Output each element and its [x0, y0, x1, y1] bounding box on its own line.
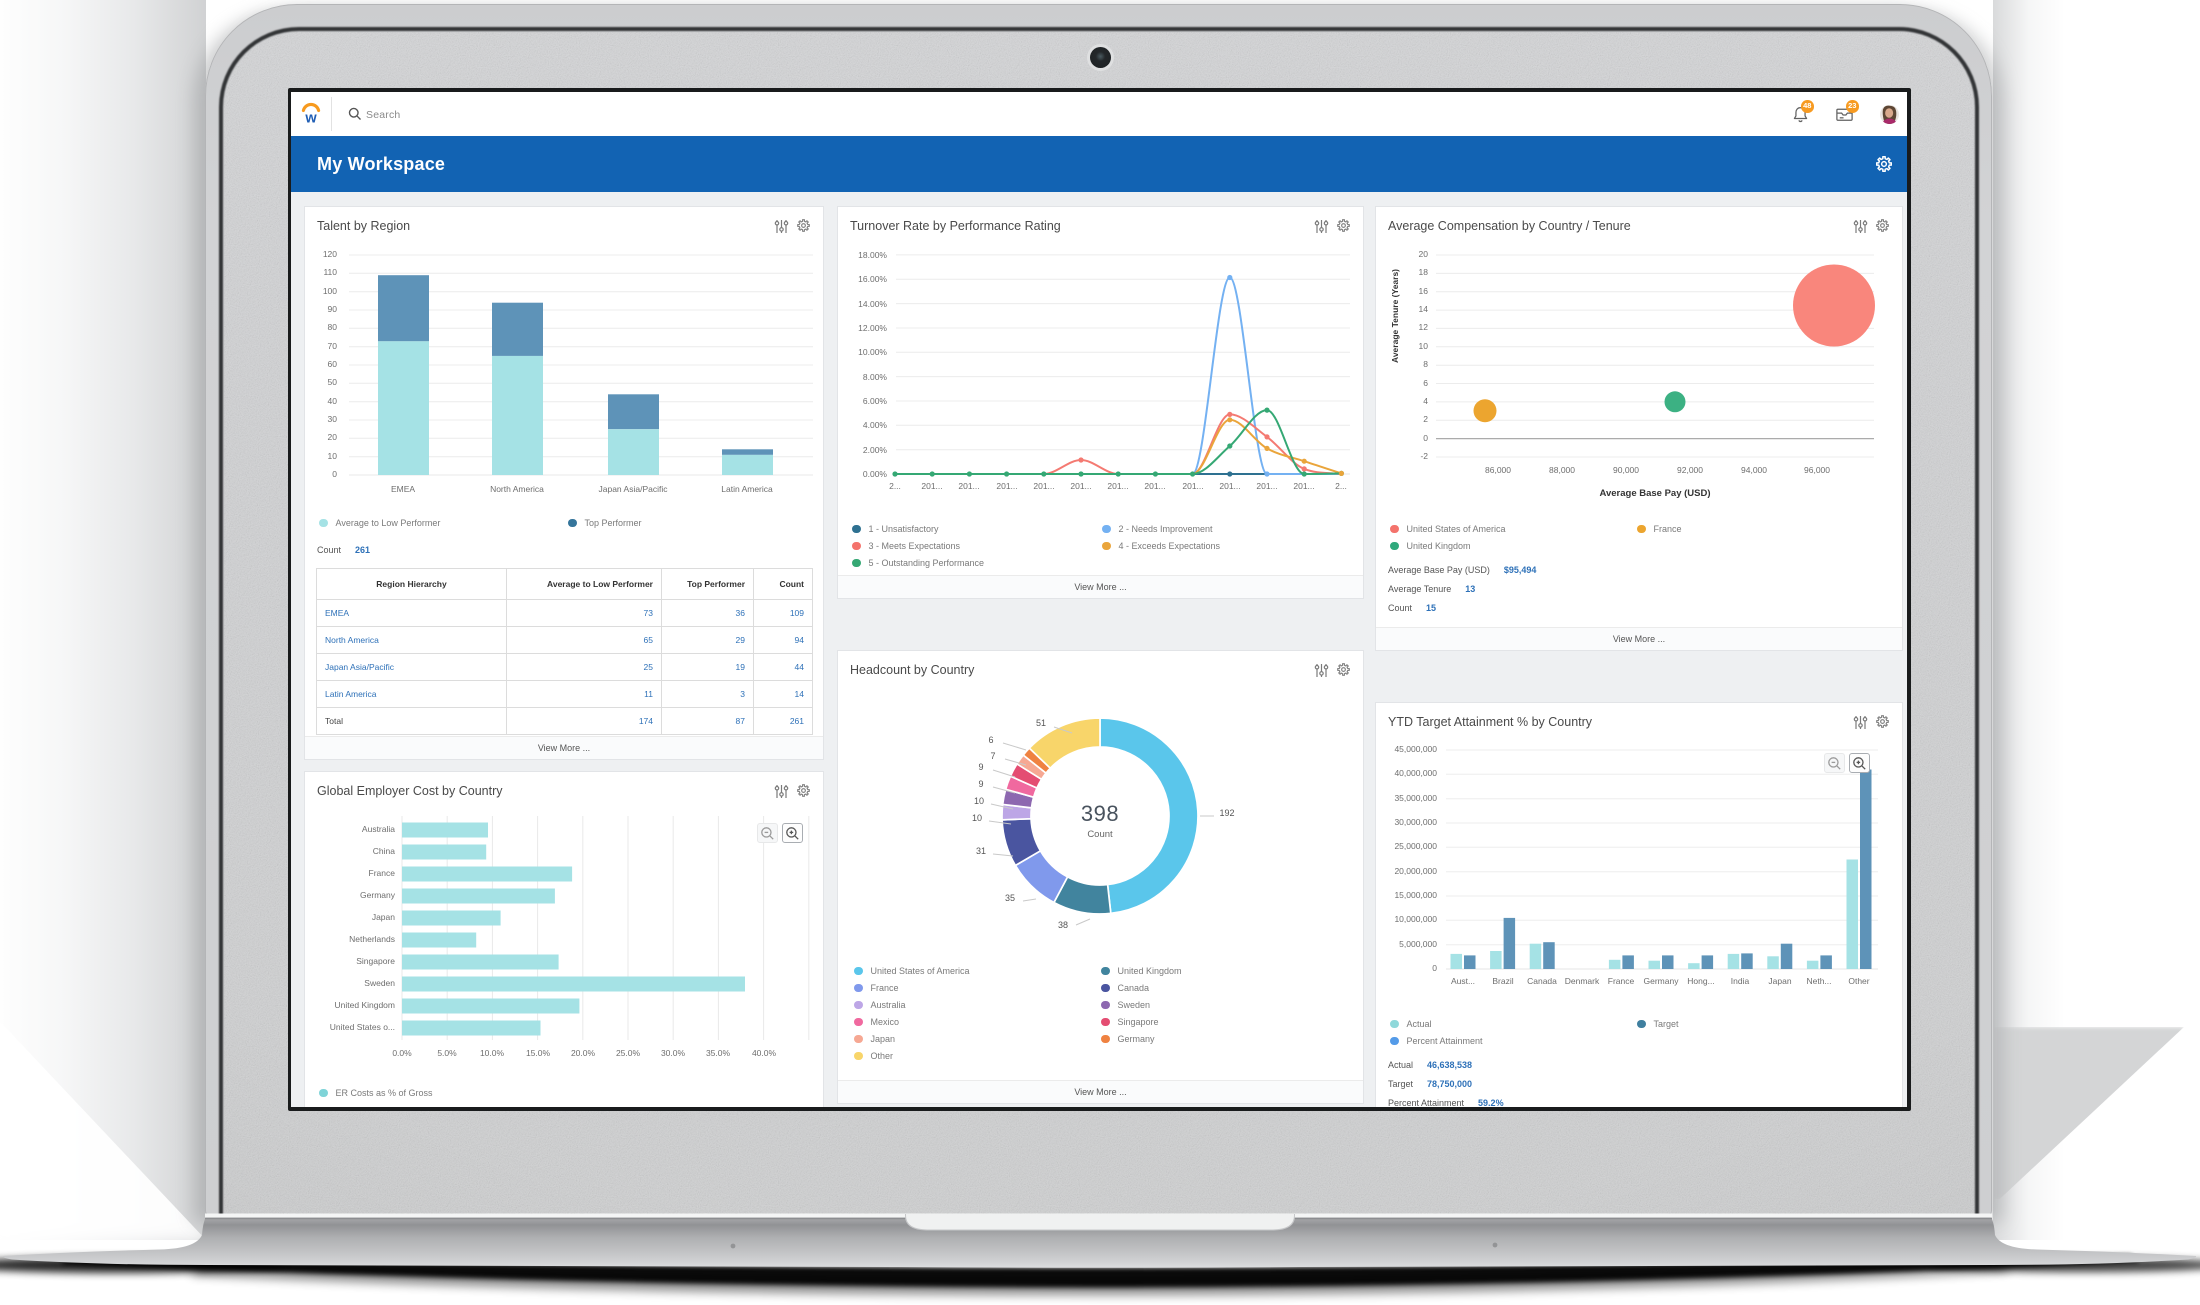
svg-text:w: w [304, 111, 317, 127]
